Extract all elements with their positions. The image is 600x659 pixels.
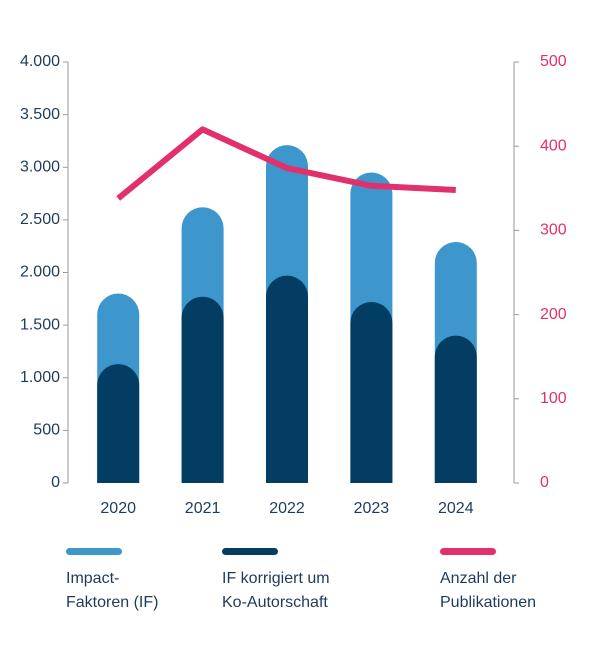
x-tick-label: 2020	[100, 500, 136, 517]
bar	[350, 301, 393, 483]
y-tick-label: 2.000	[20, 264, 60, 281]
y-tick-label: 3.000	[20, 158, 60, 175]
y2-tick-label: 0	[540, 474, 549, 491]
bar	[266, 275, 308, 483]
y-tick-label: 2.500	[20, 211, 60, 228]
bar	[97, 364, 140, 483]
y-tick-label: 1.000	[20, 369, 60, 386]
line	[116, 126, 456, 201]
legend-label: Anzahl der Publikationen	[440, 570, 537, 611]
legend-item: Anzahl der Publikationen	[440, 548, 536, 615]
legend-item: Impact- Faktoren (IF)	[66, 548, 158, 615]
legend-swatch	[440, 548, 496, 555]
x-tick-label: 2023	[354, 500, 390, 517]
chart: 0 500 1.000 1.500 2.000 2.500 3.000 3.500 4.000 0…	[20, 53, 567, 517]
y2-tick-label: 300	[540, 222, 567, 239]
y2-tick-label: 500	[540, 53, 567, 70]
y-tick-label: 1.500	[20, 316, 60, 333]
legend-label: Impact- Faktoren (IF)	[66, 570, 159, 611]
y-tick-label: 500	[33, 422, 60, 439]
legend-label: IF korrigiert um Ko-Autorschaft	[222, 570, 330, 611]
y-tick-label: 3.500	[20, 106, 60, 123]
x-tick-label: 2022	[269, 500, 305, 517]
x-tick-label: 2021	[185, 500, 221, 517]
legend-swatch	[222, 548, 278, 555]
y2-tick-label: 100	[540, 390, 567, 407]
bar	[434, 335, 477, 483]
legend-item: IF korrigiert um Ko-Autorschaft	[222, 548, 330, 615]
y2-tick-label: 200	[540, 306, 567, 323]
y-tick-label: 4.000	[20, 53, 60, 70]
x-tick-label: 2024	[438, 500, 474, 517]
y2-tick-label: 400	[540, 137, 567, 154]
y-tick-label: 0	[51, 474, 60, 491]
bar	[181, 296, 224, 483]
legend-swatch	[66, 548, 122, 555]
